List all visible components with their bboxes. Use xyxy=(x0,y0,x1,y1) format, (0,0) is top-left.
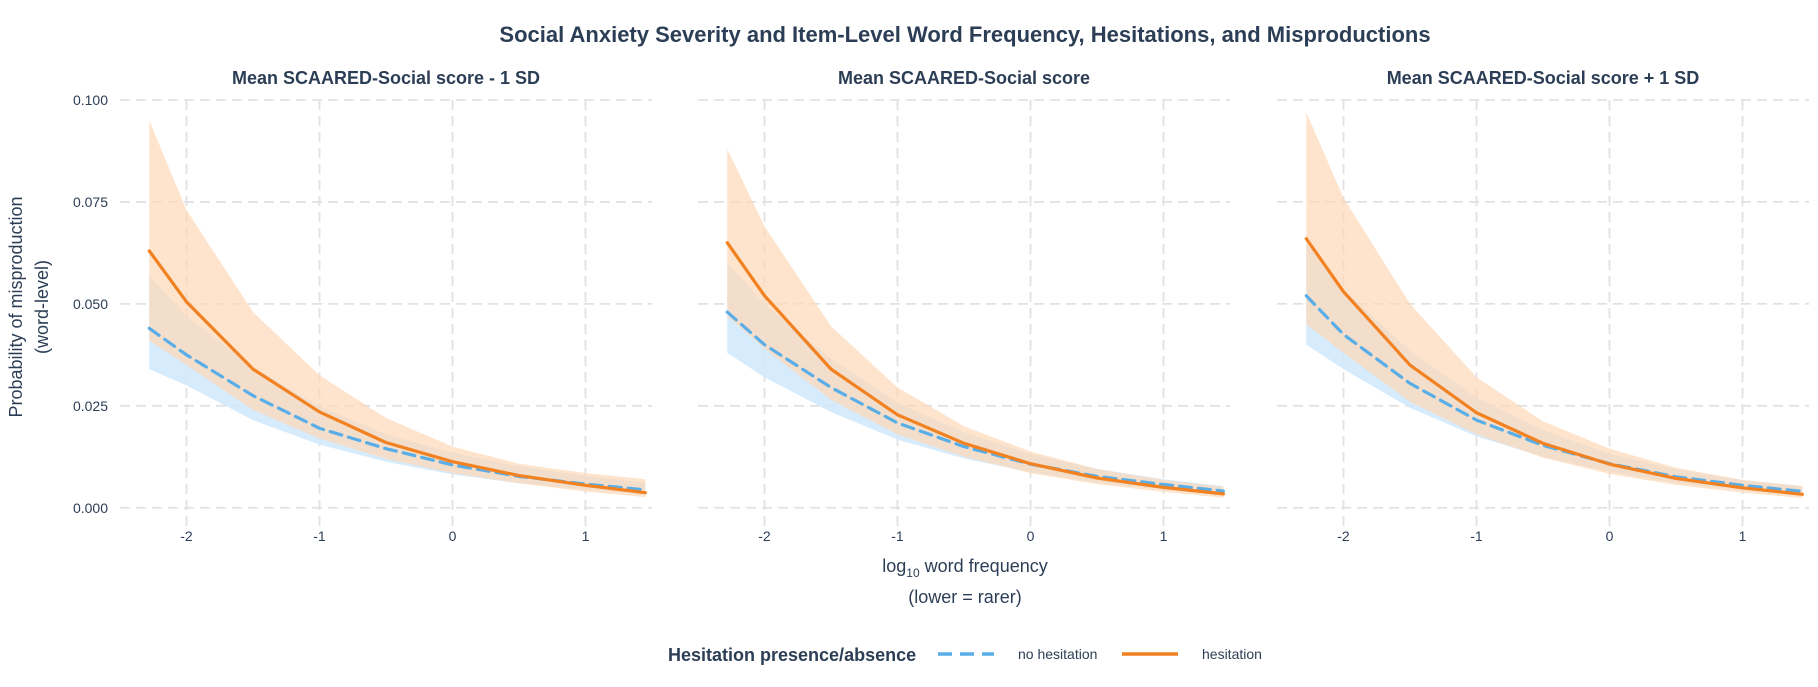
x-tick-label: 0 xyxy=(1027,528,1035,544)
x-tick-label: 1 xyxy=(1160,528,1168,544)
x-tick-label: -1 xyxy=(1470,528,1483,544)
no-hesitation-series-line xyxy=(725,310,1225,493)
y-axis-label-line2: (word-level) xyxy=(32,260,52,354)
panels: Mean SCAARED-Social score - 1 SD -2 -1 0 1 0.… xyxy=(73,68,1809,544)
y-tick-label: 0.050 xyxy=(73,296,108,312)
legend-no-hesitation-label: no hesitation xyxy=(1018,646,1097,662)
no-hesitation-series-line xyxy=(1304,294,1804,494)
y-tick-label: 0.025 xyxy=(73,398,108,414)
hesitation-confidence-band xyxy=(1306,112,1803,498)
x-tick-label: -1 xyxy=(891,528,904,544)
legend-hesitation-label: hesitation xyxy=(1202,646,1262,662)
x-tick-label: 1 xyxy=(582,528,590,544)
panel-3: Mean SCAARED-Social score + 1 SD -2 -1 0 1 xyxy=(1277,68,1809,544)
hesitation-series-line xyxy=(1304,237,1804,496)
y-tick-label: 0.075 xyxy=(73,194,108,210)
x-tick-label: 1 xyxy=(1739,528,1747,544)
x-tick-label: -2 xyxy=(180,528,193,544)
hesitation-series-line xyxy=(725,241,1225,496)
x-axis-label-log: log xyxy=(882,556,906,576)
x-tick-label: -2 xyxy=(758,528,771,544)
hesitation-series-line xyxy=(147,249,647,495)
x-tick-label: -2 xyxy=(1337,528,1350,544)
legend-title: Hesitation presence/absence xyxy=(668,645,916,665)
panel-title: Mean SCAARED-Social score - 1 SD xyxy=(232,68,540,88)
panel-2: Mean SCAARED-Social score -2 -1 0 1 xyxy=(698,68,1230,544)
chart-title: Social Anxiety Severity and Item-Level W… xyxy=(499,22,1430,47)
y-tick-label: 0.100 xyxy=(73,92,108,108)
x-axis-label-line2: (lower = rarer) xyxy=(908,587,1022,607)
hesitation-confidence-band xyxy=(149,120,646,498)
x-tick-label: 0 xyxy=(449,528,457,544)
panel-1: Mean SCAARED-Social score - 1 SD -2 -1 0 1 0.… xyxy=(73,68,652,544)
x-axis-label-line1: log10 word frequency xyxy=(882,556,1047,580)
x-axis-label-rest: word frequency xyxy=(920,556,1048,576)
hesitation-confidence-band xyxy=(727,148,1224,498)
x-tick-label: 0 xyxy=(1606,528,1614,544)
panel-title: Mean SCAARED-Social score xyxy=(838,68,1090,88)
panel-title: Mean SCAARED-Social score + 1 SD xyxy=(1387,68,1700,88)
x-axis-label-subscript: 10 xyxy=(906,566,920,580)
y-tick-label: 0.000 xyxy=(73,500,108,516)
legend: Hesitation presence/absence no hesitatio… xyxy=(668,645,1262,665)
y-axis-label-line1: Probability of misproduction xyxy=(6,196,26,417)
x-tick-label: -1 xyxy=(313,528,326,544)
